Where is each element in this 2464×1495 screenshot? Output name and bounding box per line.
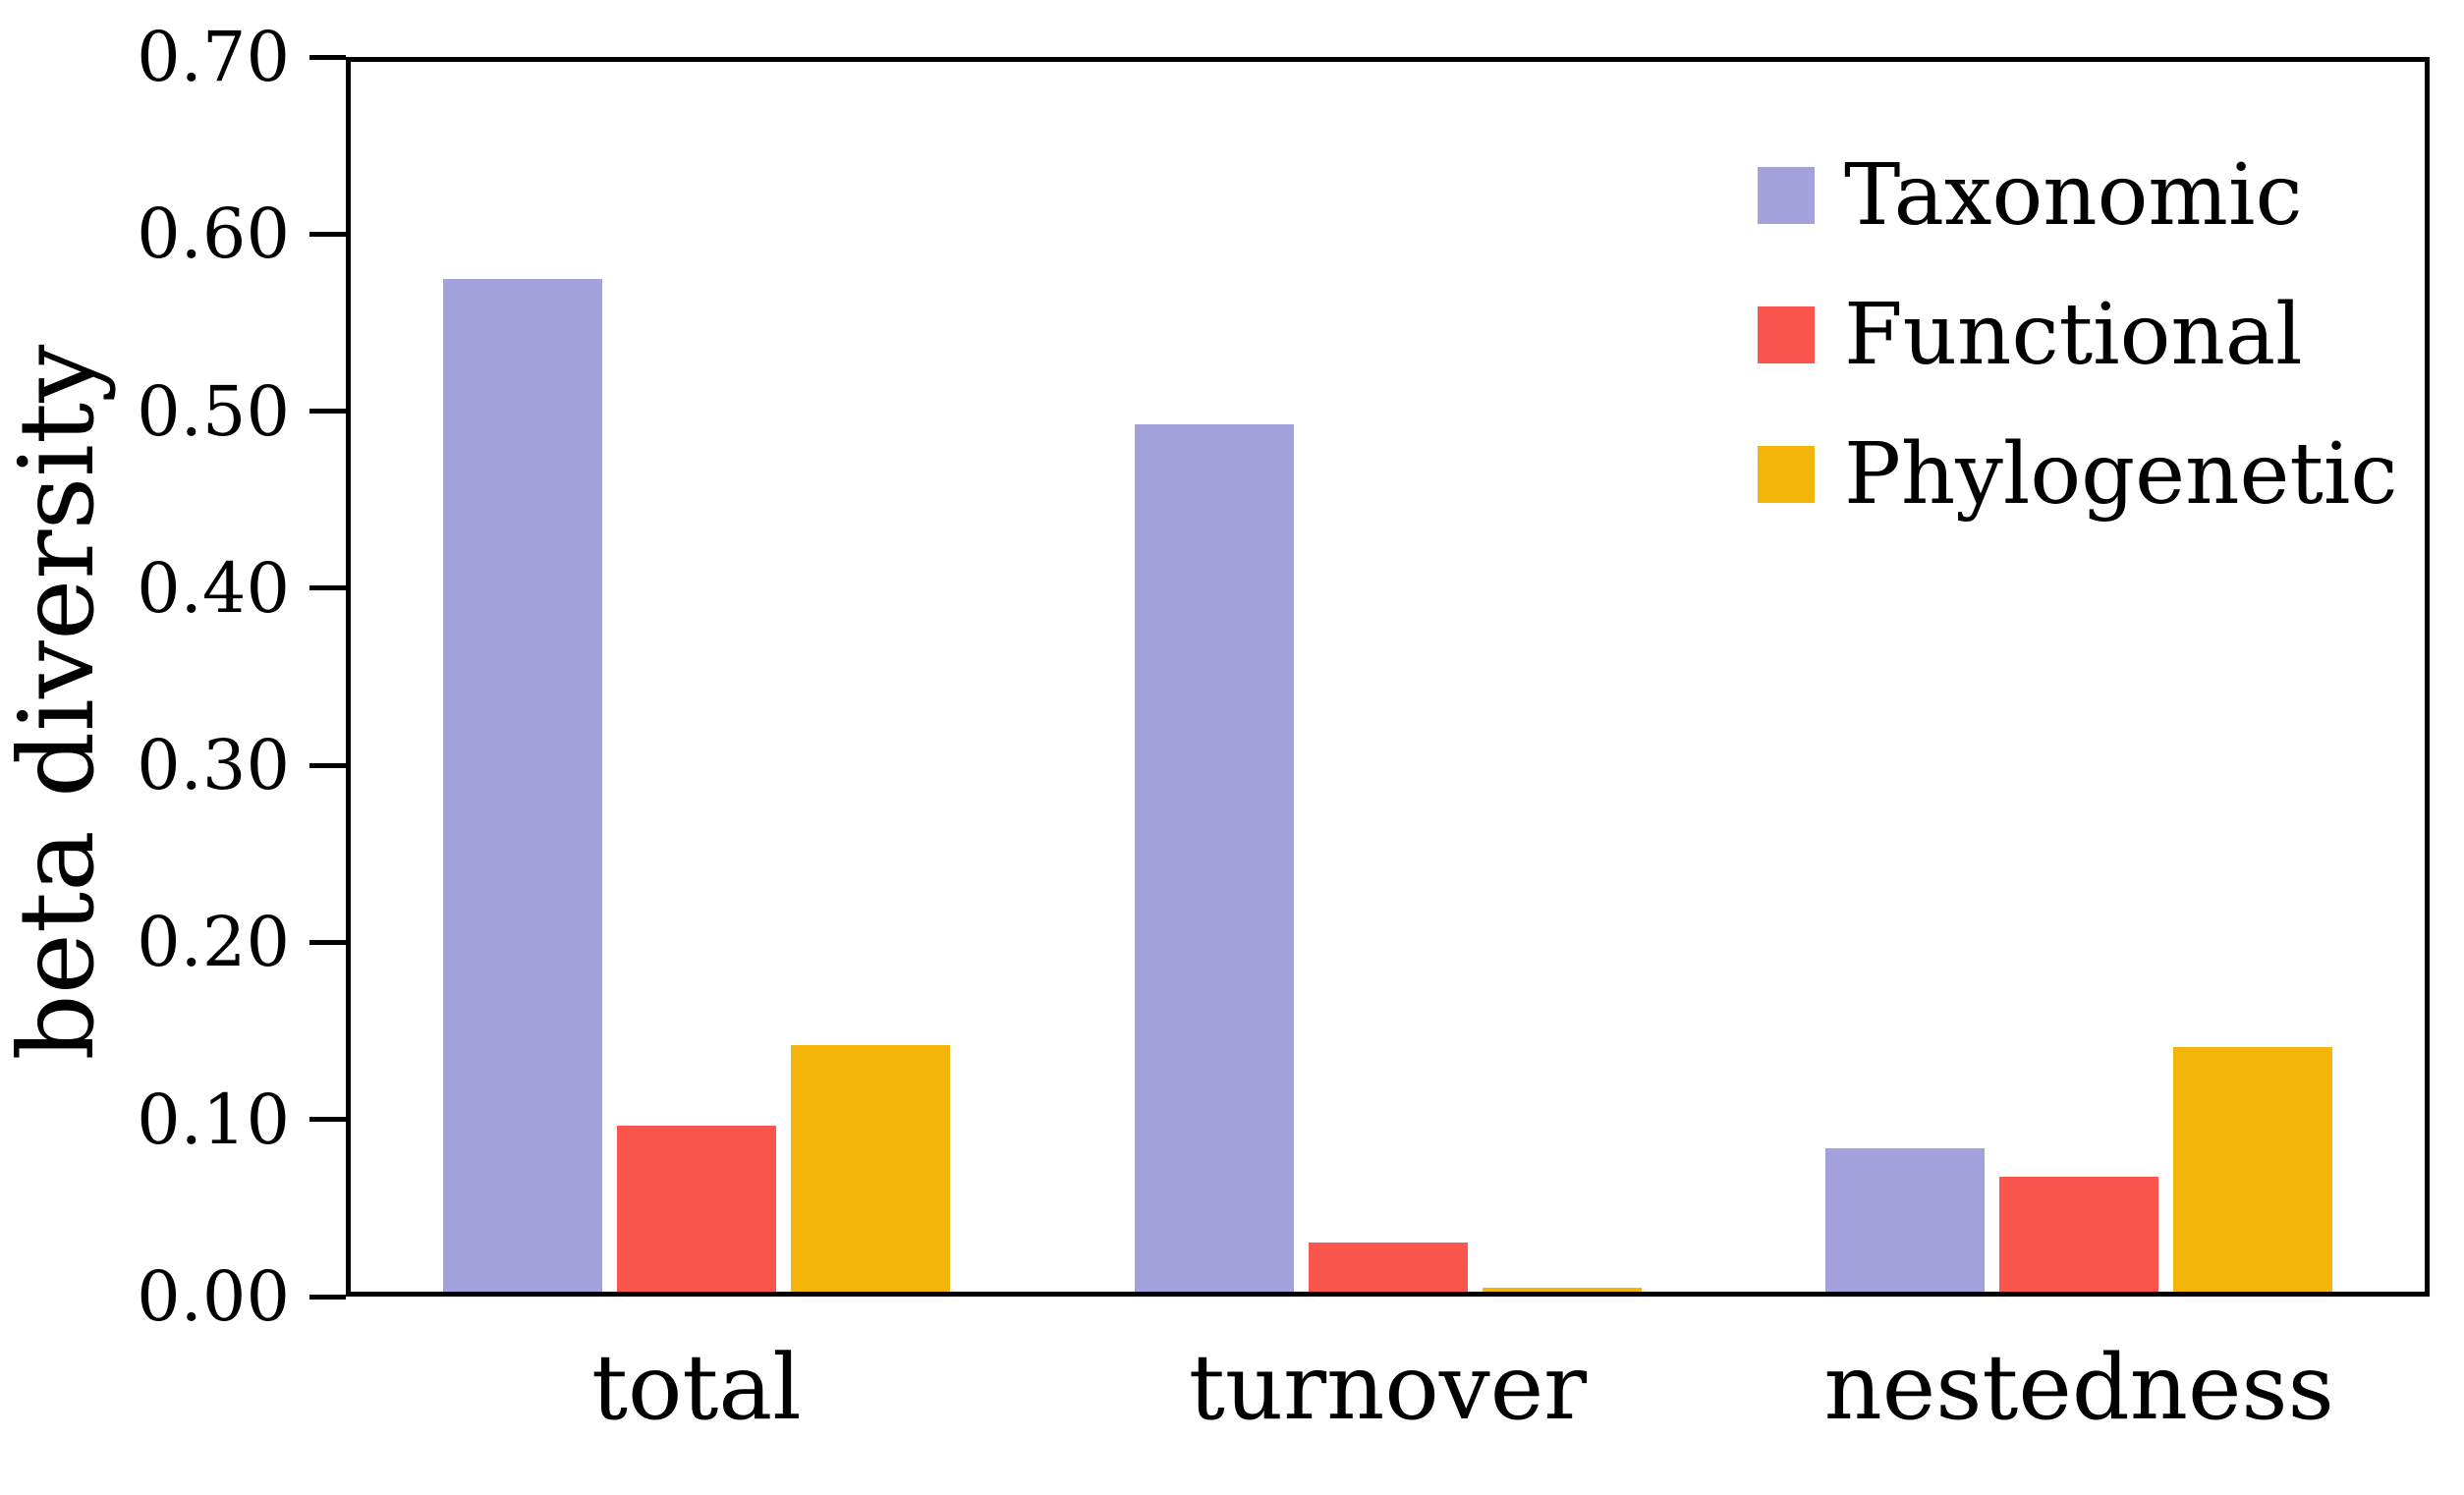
y-tick-mark-0.70 xyxy=(309,54,346,60)
bar-taxonomic-nestedness xyxy=(1825,1147,1986,1292)
bar-group-turnover xyxy=(1042,62,1734,1292)
x-axis-category-labels: total turnover nestedness xyxy=(351,1339,2425,1437)
y-tick-label-0.60: 0.60 xyxy=(137,194,290,275)
x-axis-category-label-nestedness: nestedness xyxy=(1823,1335,2334,1440)
y-tick-mark-0.60 xyxy=(309,231,346,237)
y-tick-label-0.10: 0.10 xyxy=(137,1079,290,1160)
y-tick-mark-0.00 xyxy=(309,1294,346,1300)
x-axis-category-label-turnover: turnover xyxy=(1188,1335,1588,1440)
legend-label-functional: Functional xyxy=(1844,286,2303,384)
legend-item-taxonomic: Taxonomic xyxy=(1758,150,2398,241)
y-tick-mark-0.30 xyxy=(309,762,346,768)
y-tick-label-0.40: 0.40 xyxy=(137,547,290,629)
legend: Taxonomic Functional Phylogenetic xyxy=(1758,150,2398,569)
legend-swatch-phylogenetic xyxy=(1758,446,1815,503)
y-tick-mark-0.50 xyxy=(309,409,346,415)
bar-group-total xyxy=(351,62,1042,1292)
legend-label-taxonomic: Taxonomic xyxy=(1844,146,2303,245)
legend-swatch-taxonomic xyxy=(1758,167,1815,224)
legend-label-phylogenetic: Phylogenetic xyxy=(1844,425,2398,524)
legend-item-phylogenetic: Phylogenetic xyxy=(1758,429,2398,520)
legend-item-functional: Functional xyxy=(1758,290,2398,380)
bar-functional-nestedness xyxy=(1999,1176,2159,1292)
y-tick-mark-0.10 xyxy=(309,1117,346,1123)
x-axis-category-label-total: total xyxy=(591,1335,802,1440)
bar-phylogenetic-turnover xyxy=(1482,1288,1642,1292)
y-tick-mark-0.20 xyxy=(309,939,346,945)
bar-phylogenetic-nestedness xyxy=(2173,1047,2333,1292)
bar-group-nestedness xyxy=(1733,62,2425,1292)
bars-container xyxy=(351,62,2425,1292)
plot-frame: 0.70 0.60 0.50 0.40 0.30 0.20 0.10 0.00 total tu… xyxy=(137,23,2430,1437)
bar-functional-turnover xyxy=(1308,1242,1468,1292)
y-tick-mark-0.40 xyxy=(309,585,346,591)
bar-phylogenetic-total xyxy=(790,1045,950,1292)
bar-functional-total xyxy=(616,1125,776,1292)
y-tick-label-0.00: 0.00 xyxy=(137,1256,290,1337)
y-tick-label-0.70: 0.70 xyxy=(137,17,290,97)
y-tick-label-0.20: 0.20 xyxy=(137,902,290,983)
bar-taxonomic-total xyxy=(442,278,602,1292)
legend-swatch-functional xyxy=(1758,306,1815,363)
y-tick-label-0.30: 0.30 xyxy=(137,725,290,806)
bar-taxonomic-turnover xyxy=(1134,423,1294,1292)
y-tick-label-0.50: 0.50 xyxy=(137,370,290,452)
